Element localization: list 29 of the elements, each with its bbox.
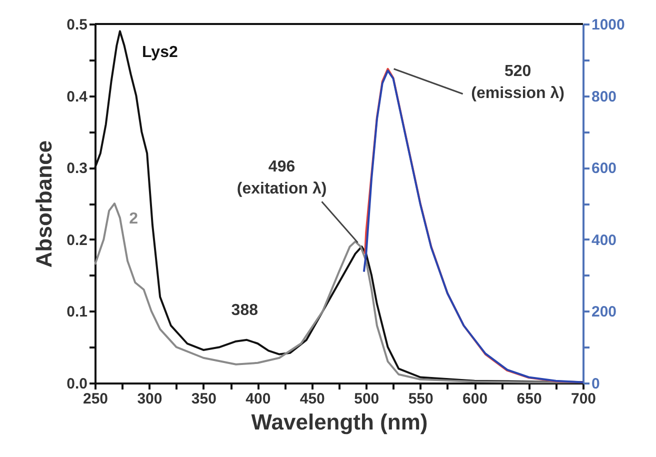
y-tick-label: 0.1 [66, 304, 88, 321]
y-tick-label: 0.0 [66, 376, 88, 392]
y2-tick-label: 0 [592, 376, 600, 392]
x-tick-label: 500 [354, 390, 380, 408]
y-tick-label: 0.5 [66, 16, 88, 34]
x-tick-label: 600 [462, 390, 488, 408]
y2-tick-label: 1000 [592, 16, 625, 34]
x-tick-label: 650 [516, 390, 542, 408]
y2-tick-label: 800 [592, 88, 617, 106]
series-label: 2 [129, 210, 138, 228]
y-tick-label: 0.3 [66, 160, 88, 178]
x-tick-label: 400 [246, 390, 271, 408]
x-tick-label: 350 [191, 390, 216, 408]
y-tick-label: 0.2 [66, 232, 88, 249]
annotation: 496 (exitation λ) [236, 158, 327, 198]
x-tick-label: 550 [408, 390, 434, 408]
x-tick-label: 700 [570, 390, 596, 408]
x-axis-title: Wavelength (nm) [251, 410, 428, 434]
x-tick-label: 300 [137, 390, 162, 408]
y2-tick-label: 200 [592, 304, 617, 321]
y2-tick-label: 600 [592, 160, 617, 178]
x-tick-label: 250 [82, 390, 108, 408]
annotation: 388 [231, 302, 258, 319]
annotation: 520 (emission λ) [471, 62, 564, 102]
series-label: Lys2 [142, 44, 178, 62]
y-tick-label: 0.4 [66, 88, 88, 106]
x-tick-label: 450 [300, 390, 325, 408]
y2-tick-label: 400 [592, 232, 617, 249]
y-axis-title: Absorbance [32, 140, 57, 268]
